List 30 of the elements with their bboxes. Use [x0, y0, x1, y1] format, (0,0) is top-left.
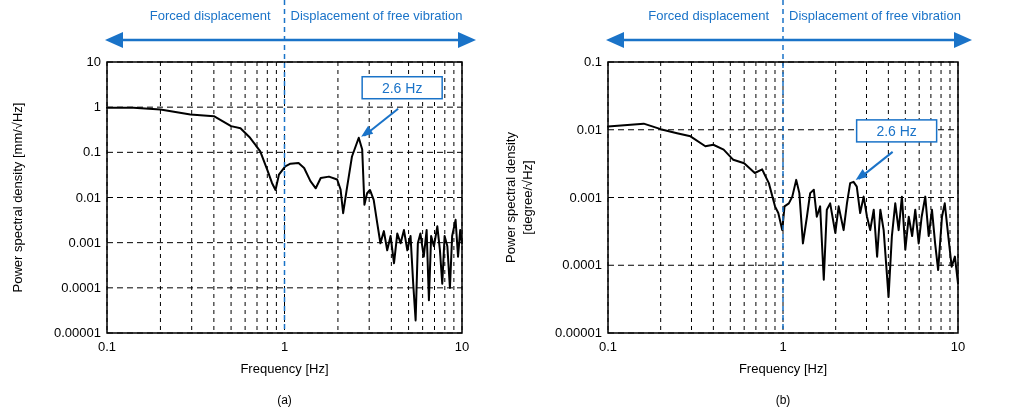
x-tick-label: 1 [779, 339, 787, 354]
text: (a) [277, 393, 292, 407]
annotation: 2.6 Hz [381, 79, 423, 96]
y-tick-label: 10 [86, 54, 101, 69]
y-tick-label: 0.01 [75, 189, 101, 205]
y-tick-label: 0.00001 [555, 325, 602, 340]
y-tick-label: 0.001 [68, 234, 101, 250]
x-tick-label: 0.1 [598, 339, 618, 354]
y-tick-label: 0.001 [569, 189, 602, 205]
y-tick-label: 0.00001 [54, 325, 101, 340]
y-tick-label: 0.01 [576, 121, 602, 137]
y-axis-title: Power spectral density [mm/√Hz] [10, 102, 25, 293]
text: Displacement of free vibration [789, 8, 961, 23]
y-axis-title: Power spectral density [degree/√Hz] [503, 131, 535, 263]
text: Forced displacement [149, 8, 271, 23]
x-axis-title: Frequency [Hz] [240, 361, 329, 376]
x-tick-label: 10 [454, 339, 470, 354]
annotation: 2.6 Hz [876, 122, 917, 139]
y-tick-label: 0.0001 [61, 279, 101, 295]
x-tick-label: 10 [950, 339, 966, 354]
text: (b) [775, 393, 791, 407]
y-tick-label: 0.0001 [562, 257, 602, 273]
x-tick-label: 1 [280, 339, 289, 354]
x-axis-title: Frequency [Hz] [738, 361, 828, 376]
y-tick-label: 0.1 [583, 54, 602, 69]
y-tick-label: 1 [93, 99, 101, 115]
text: Forced displacement [648, 8, 770, 23]
x-tick-label: 0.1 [97, 339, 117, 354]
y-tick-label: 0.1 [82, 144, 101, 160]
text: Displacement of free vibration [290, 8, 463, 23]
